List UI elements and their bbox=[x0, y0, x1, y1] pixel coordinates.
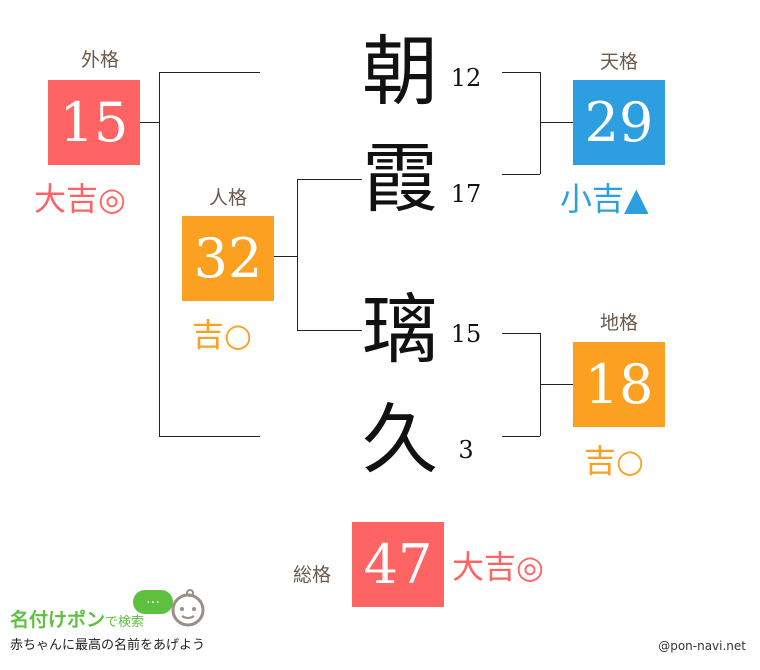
name-char-4: 久 bbox=[362, 395, 438, 484]
baby-face-icon bbox=[171, 589, 205, 627]
logo-main: 名付けポン bbox=[10, 609, 106, 631]
chikaku-label: 地格 bbox=[599, 312, 638, 334]
jinkaku-fortune: 吉○ bbox=[192, 316, 252, 354]
gaikaku-value: 15 bbox=[48, 80, 140, 165]
soukaku-fortune: 大吉◎ bbox=[452, 548, 544, 586]
name-char-1: 朝 bbox=[362, 27, 438, 116]
gaikaku-fortune: 大吉◎ bbox=[34, 180, 126, 218]
stroke-count-2: 17 bbox=[450, 180, 482, 208]
gaikaku-label: 外格 bbox=[80, 49, 119, 71]
stroke-count-1: 12 bbox=[450, 64, 482, 92]
logo-sub: で検索 bbox=[105, 615, 145, 630]
chikaku-fortune: 吉○ bbox=[584, 442, 644, 480]
stroke-count-3: 15 bbox=[450, 320, 482, 348]
name-char-2: 霞 bbox=[362, 134, 438, 223]
logo-text[interactable]: 名付けポンで検索 bbox=[10, 605, 144, 632]
soukaku-label: 総格 bbox=[292, 564, 331, 586]
jinkaku-label: 人格 bbox=[208, 187, 247, 209]
chikaku-value: 18 bbox=[573, 342, 665, 427]
soukaku-value: 47 bbox=[352, 522, 444, 607]
tenkaku-value: 29 bbox=[573, 80, 665, 165]
stroke-count-4: 3 bbox=[458, 436, 474, 464]
tenkaku-fortune: 小吉▲ bbox=[560, 180, 649, 218]
speech-bubble-icon: … bbox=[133, 590, 173, 614]
jinkaku-value: 32 bbox=[182, 216, 274, 301]
tagline: 赤ちゃんに最高の名前をあげよう bbox=[10, 638, 206, 653]
tenkaku-label: 天格 bbox=[599, 51, 638, 73]
name-char-3: 璃 bbox=[362, 285, 438, 374]
credit: @pon-navi.net bbox=[658, 639, 746, 653]
